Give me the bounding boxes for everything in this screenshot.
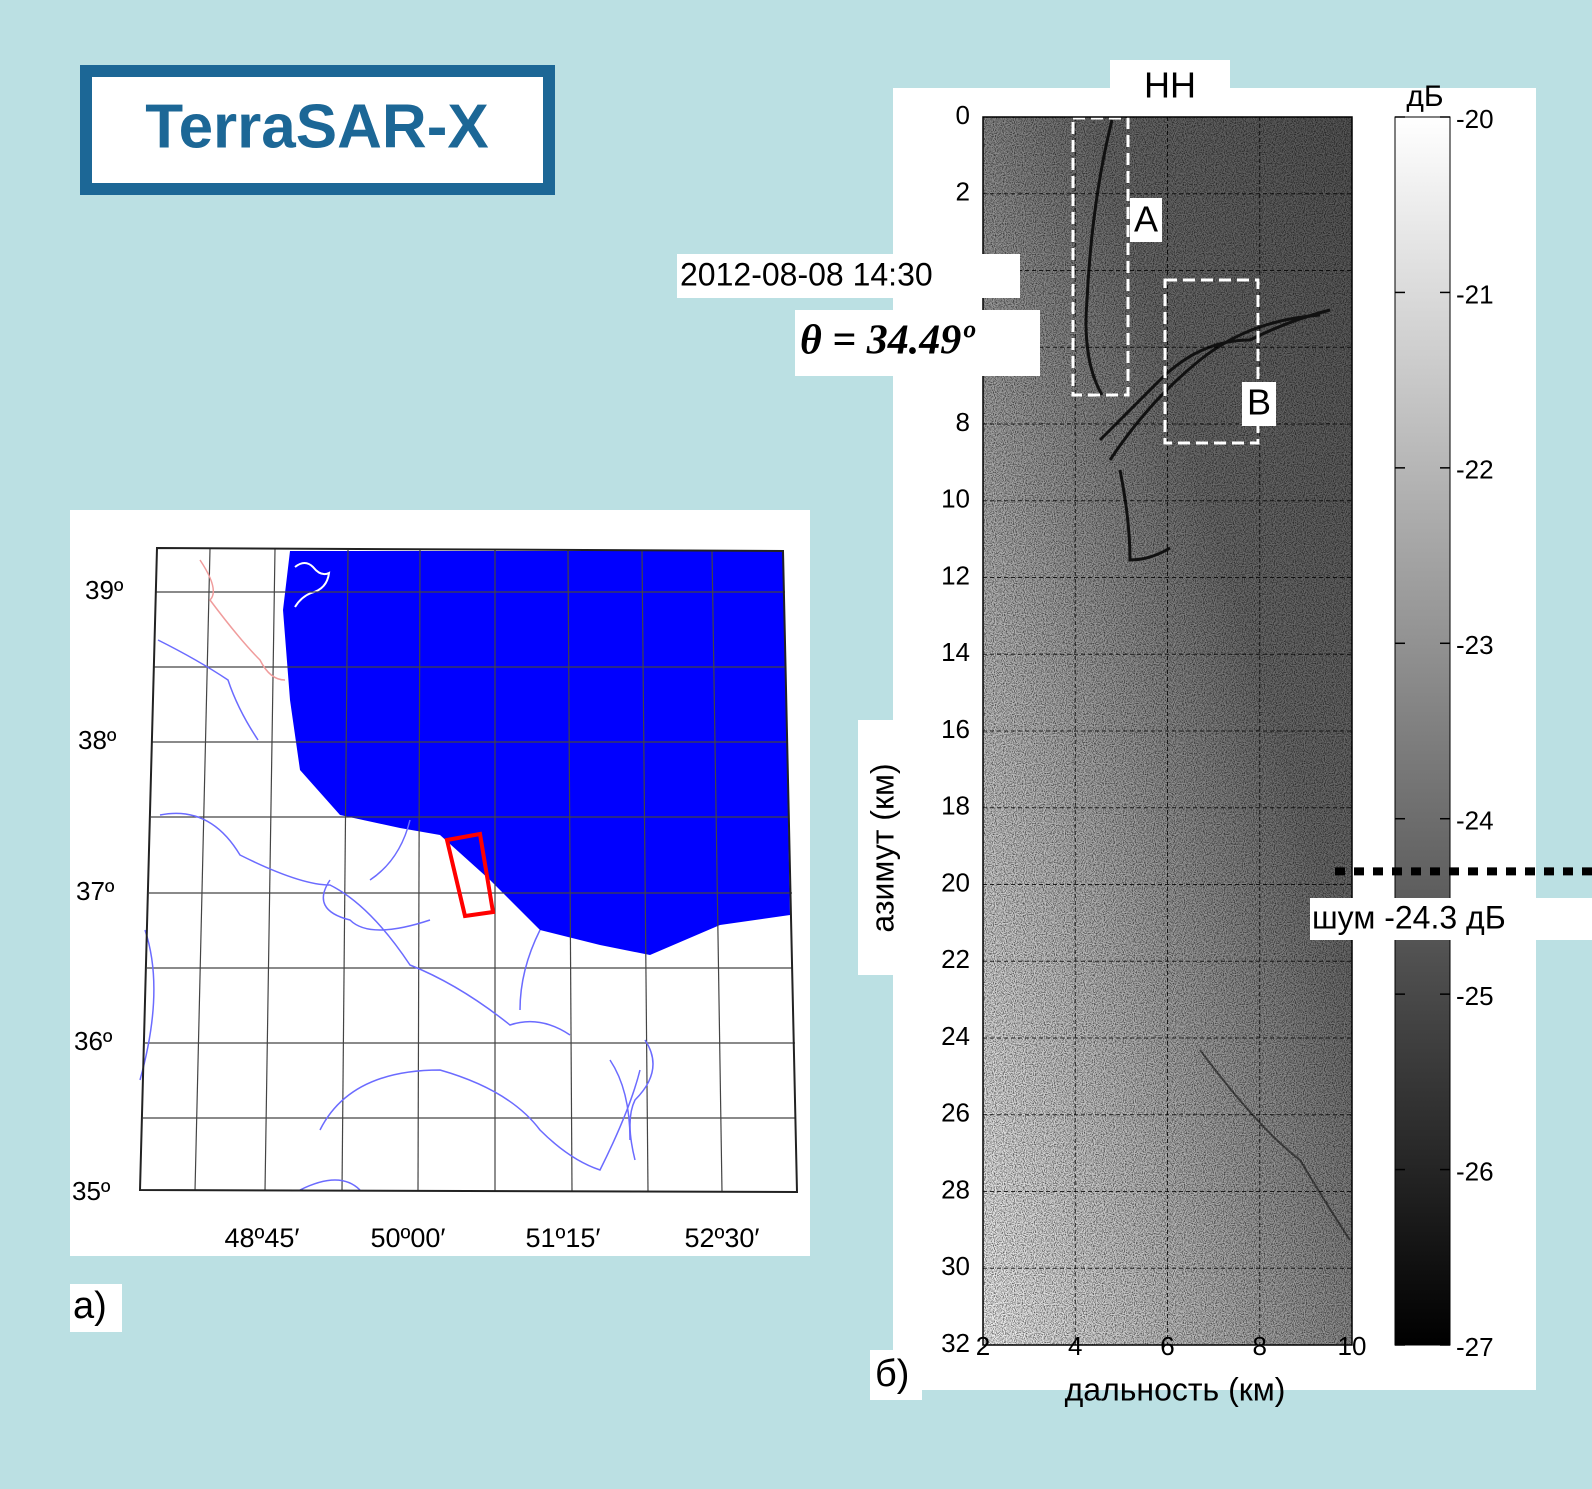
colorbar-tick-label: -23	[1456, 630, 1494, 660]
y-tick-label: 22	[941, 944, 970, 974]
y-tick-label: 2	[956, 177, 970, 207]
lat-label: 38º	[78, 725, 117, 755]
polarization: HH	[1144, 65, 1196, 106]
panel-label-bg	[70, 1284, 122, 1332]
ylabel-bg	[858, 720, 912, 975]
panel-label-bg	[870, 1350, 922, 1400]
y-tick-label: 28	[941, 1174, 970, 1204]
y-tick-label: 32	[941, 1328, 970, 1358]
region-boxes	[1071, 116, 1260, 445]
colorbar-unit: дБ	[1406, 80, 1443, 113]
bay	[294, 562, 331, 608]
map-frame	[138, 546, 799, 1194]
lat-label: 37º	[76, 876, 115, 906]
x-tick-label: 4	[1068, 1331, 1082, 1361]
colorbar	[1394, 116, 1451, 1346]
sea	[283, 551, 790, 955]
y-tick-label: 26	[941, 1098, 970, 1128]
panel-label: а)	[73, 1285, 107, 1327]
region-box	[1071, 116, 1130, 397]
lon-label: 50º00′	[371, 1223, 446, 1253]
title: TerraSAR-X	[145, 92, 488, 161]
title-box	[80, 65, 555, 195]
sar-frame	[982, 116, 1353, 1346]
y-tick-label: 12	[941, 560, 970, 590]
lon-label: 52º30′	[685, 1223, 760, 1253]
border	[199, 559, 286, 681]
region-box	[1163, 278, 1260, 445]
y-tick-label: 0	[956, 100, 970, 130]
sar-footprint	[444, 831, 496, 919]
region-label: A	[1134, 199, 1158, 240]
panel-label: б)	[875, 1353, 909, 1395]
y-tick-label: 10	[941, 484, 970, 514]
rivers	[139, 639, 654, 1191]
incidence: θ = 34.49º	[800, 318, 975, 364]
x-tick-label: 6	[1160, 1331, 1174, 1361]
incidence-bg	[795, 310, 1040, 376]
y-tick-label: 16	[941, 714, 970, 744]
y-tick-label: 24	[941, 1021, 970, 1051]
noise-label-bg	[1310, 898, 1592, 940]
colorbar-tick-label: -20	[1456, 104, 1494, 134]
colorbar-tick-label: -26	[1456, 1156, 1494, 1186]
y-tick-label: 8	[956, 407, 970, 437]
lon-label: 51º15′	[526, 1223, 601, 1253]
y-axis-label: азимут (км)	[864, 763, 900, 932]
region-label: B	[1247, 382, 1271, 423]
graticule	[143, 548, 796, 1193]
slicks	[1084, 119, 1351, 1241]
datetime-bg	[677, 254, 1020, 298]
lat-label: 36º	[74, 1026, 113, 1056]
y-tick-label: 20	[941, 867, 970, 897]
noise-label: шум -24.3 дБ	[1312, 899, 1506, 935]
colorbar-tick-label: -27	[1456, 1332, 1494, 1362]
x-tick-label: 2	[976, 1331, 990, 1361]
region-label-bg	[1242, 382, 1276, 426]
datetime: 2012-08-08 14:30	[680, 256, 933, 292]
colorbar-tick-label: -24	[1456, 806, 1494, 836]
y-tick-label: 30	[941, 1251, 970, 1281]
x-tick-label: 8	[1253, 1331, 1267, 1361]
region-label-bg	[1130, 198, 1162, 242]
colorbar-tick-label: -21	[1456, 279, 1494, 309]
x-axis-label: дальность (км)	[1065, 1371, 1286, 1407]
colorbar-tick-label: -25	[1456, 981, 1494, 1011]
lat-label: 35º	[72, 1176, 111, 1206]
colorbar-tick-label: -22	[1456, 455, 1494, 485]
lon-label: 48º45′	[225, 1223, 300, 1253]
lat-label: 39º	[85, 575, 124, 605]
y-tick-label: 14	[941, 637, 970, 667]
y-tick-label: 18	[941, 791, 970, 821]
pol-bg	[1110, 60, 1230, 108]
